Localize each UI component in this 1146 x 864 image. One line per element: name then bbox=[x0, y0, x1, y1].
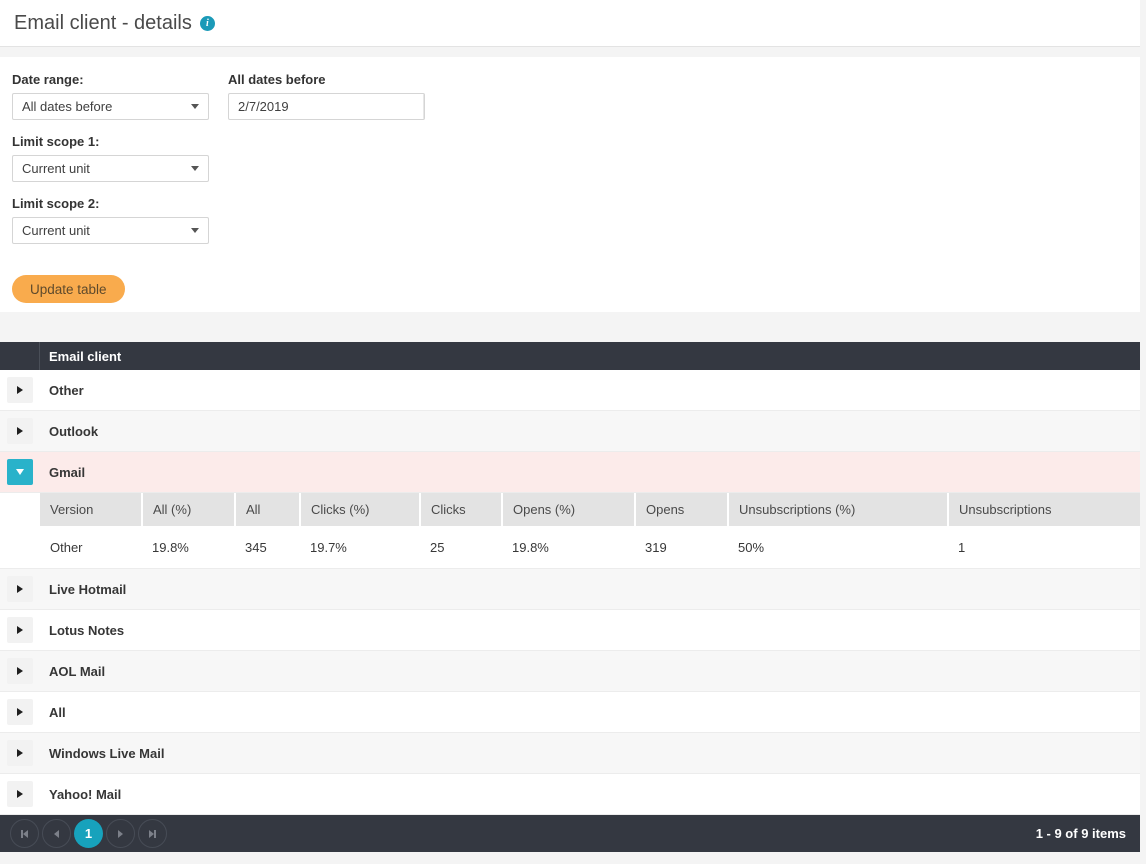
first-page-button[interactable] bbox=[10, 819, 39, 848]
limit-scope-2-select[interactable]: Current unit bbox=[12, 217, 209, 244]
page-1-button[interactable]: 1 bbox=[74, 819, 103, 848]
detail-cell-unsubscriptions-pct: 50% bbox=[728, 526, 948, 568]
detail-column-all: All bbox=[235, 493, 301, 526]
email-client-grid: Email client Other Outlook Gmail bbox=[0, 342, 1140, 852]
row-lotus-notes: Lotus Notes bbox=[0, 610, 1140, 651]
limit-scope-2-label: Limit scope 2: bbox=[12, 196, 100, 211]
detail-cell-opens: 319 bbox=[635, 526, 728, 568]
date-range-select[interactable]: All dates before bbox=[12, 93, 209, 120]
detail-column-version: Version bbox=[40, 493, 143, 526]
expand-icon[interactable] bbox=[7, 377, 33, 403]
detail-cell-all-pct: 19.8% bbox=[142, 526, 235, 568]
detail-column-opens: Opens bbox=[635, 493, 729, 526]
detail-cell-clicks-pct: 19.7% bbox=[300, 526, 420, 568]
gmail-detail-panel: Version All (%) All Clicks (%) Clicks Op… bbox=[0, 493, 1140, 569]
detail-data-row: Other 19.8% 345 19.7% 25 19.8% 319 50% 1 bbox=[40, 526, 1140, 568]
chevron-down-icon bbox=[191, 228, 199, 233]
date-before-label: All dates before bbox=[228, 72, 326, 87]
last-page-button[interactable] bbox=[138, 819, 167, 848]
info-icon[interactable]: i bbox=[199, 15, 215, 31]
date-range-value: All dates before bbox=[22, 99, 113, 114]
date-range-label: Date range: bbox=[12, 72, 84, 87]
last-page-icon bbox=[149, 829, 156, 838]
collapse-icon[interactable] bbox=[7, 459, 33, 485]
date-before-input[interactable] bbox=[229, 94, 423, 119]
row-label: Other bbox=[49, 382, 84, 398]
page-header: Email client - details i bbox=[0, 0, 1140, 47]
chevron-down-icon bbox=[191, 104, 199, 109]
first-page-icon bbox=[21, 829, 28, 838]
filter-panel: Date range: All dates before Limit scope… bbox=[0, 57, 1140, 312]
limit-scope-1-label: Limit scope 1: bbox=[12, 134, 100, 149]
detail-column-unsubscriptions-pct: Unsubscriptions (%) bbox=[728, 493, 949, 526]
grid-pager: 1 1 - 9 of 9 items bbox=[0, 815, 1140, 852]
detail-column-opens-pct: Opens (%) bbox=[502, 493, 636, 526]
chevron-down-icon bbox=[191, 166, 199, 171]
detail-cell-unsubscriptions: 1 bbox=[948, 526, 1140, 568]
detail-column-unsubscriptions: Unsubscriptions bbox=[948, 493, 1140, 526]
row-windows-live-mail: Windows Live Mail bbox=[0, 733, 1140, 774]
expand-icon[interactable] bbox=[7, 576, 33, 602]
detail-header-row: Version All (%) All Clicks (%) Clicks Op… bbox=[40, 493, 1140, 526]
detail-cell-version: Other bbox=[40, 526, 142, 568]
row-label: Windows Live Mail bbox=[49, 745, 165, 761]
row-all: All bbox=[0, 692, 1140, 733]
next-page-icon bbox=[118, 829, 123, 838]
row-label: Live Hotmail bbox=[49, 581, 127, 597]
prev-page-icon bbox=[54, 829, 59, 838]
expand-icon[interactable] bbox=[7, 418, 33, 444]
row-label: Gmail bbox=[49, 464, 86, 480]
row-other: Other bbox=[0, 370, 1140, 411]
row-label: Lotus Notes bbox=[49, 622, 125, 638]
column-header-email-client: Email client bbox=[49, 348, 122, 364]
gmail-detail-table: Version All (%) All Clicks (%) Clicks Op… bbox=[40, 493, 1140, 568]
detail-column-clicks-pct: Clicks (%) bbox=[300, 493, 421, 526]
expand-icon[interactable] bbox=[7, 658, 33, 684]
row-label: Yahoo! Mail bbox=[49, 786, 122, 802]
expand-icon[interactable] bbox=[7, 617, 33, 643]
row-gmail: Gmail bbox=[0, 452, 1140, 493]
limit-scope-1-select[interactable]: Current unit bbox=[12, 155, 209, 182]
hierarchy-column-header bbox=[0, 342, 40, 370]
next-page-button[interactable] bbox=[106, 819, 135, 848]
row-label: All bbox=[49, 704, 66, 720]
detail-cell-all: 345 bbox=[235, 526, 300, 568]
pager-info: 1 - 9 of 9 items bbox=[1035, 826, 1126, 841]
detail-cell-opens-pct: 19.8% bbox=[502, 526, 635, 568]
detail-column-clicks: Clicks bbox=[420, 493, 503, 526]
calendar-icon[interactable] bbox=[423, 94, 424, 119]
row-aol-mail: AOL Mail bbox=[0, 651, 1140, 692]
expand-icon[interactable] bbox=[7, 781, 33, 807]
page-title: Email client - details bbox=[14, 11, 192, 34]
detail-column-all-pct: All (%) bbox=[142, 493, 236, 526]
date-before-field bbox=[228, 93, 425, 120]
detail-gutter bbox=[0, 493, 40, 568]
update-table-button[interactable]: Update table bbox=[12, 275, 125, 303]
expand-icon[interactable] bbox=[7, 699, 33, 725]
grid-header: Email client bbox=[0, 342, 1140, 370]
row-outlook: Outlook bbox=[0, 411, 1140, 452]
row-yahoo-mail: Yahoo! Mail bbox=[0, 774, 1140, 815]
expand-icon[interactable] bbox=[7, 740, 33, 766]
row-label: Outlook bbox=[49, 423, 99, 439]
detail-cell-clicks: 25 bbox=[420, 526, 502, 568]
limit-scope-1-value: Current unit bbox=[22, 161, 90, 176]
prev-page-button[interactable] bbox=[42, 819, 71, 848]
limit-scope-2-value: Current unit bbox=[22, 223, 90, 238]
row-live-hotmail: Live Hotmail bbox=[0, 569, 1140, 610]
row-label: AOL Mail bbox=[49, 663, 106, 679]
